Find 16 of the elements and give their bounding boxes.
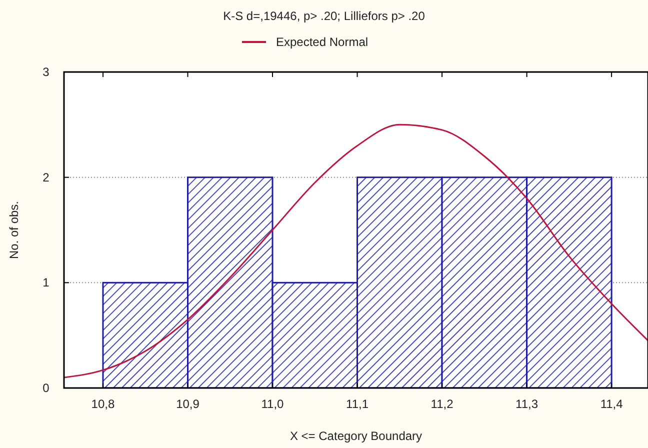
x-tick-label: 10,9 xyxy=(176,397,200,411)
y-tick-label: 1 xyxy=(42,276,50,290)
legend-label: Expected Normal xyxy=(276,35,368,49)
x-tick-label: 11,4 xyxy=(600,397,624,411)
y-axis-title: No. of obs. xyxy=(7,200,21,260)
x-axis-title: X <= Category Boundary xyxy=(290,429,422,443)
x-tick-label: 11,3 xyxy=(516,397,538,411)
x-tick-label: 11,1 xyxy=(346,397,369,411)
line-series xyxy=(64,124,648,378)
x-tick-label: 10,8 xyxy=(91,397,115,411)
y-tick-label: 3 xyxy=(42,65,50,79)
chart-title: K-S d=,19446, p> .20; Lilliefors p> .20 xyxy=(223,9,426,23)
y-tick-label: 2 xyxy=(42,170,50,184)
x-tick-label: 11,0 xyxy=(261,397,284,411)
x-tick-label: 11,2 xyxy=(430,397,454,411)
y-tick-label: 0 xyxy=(42,381,50,395)
